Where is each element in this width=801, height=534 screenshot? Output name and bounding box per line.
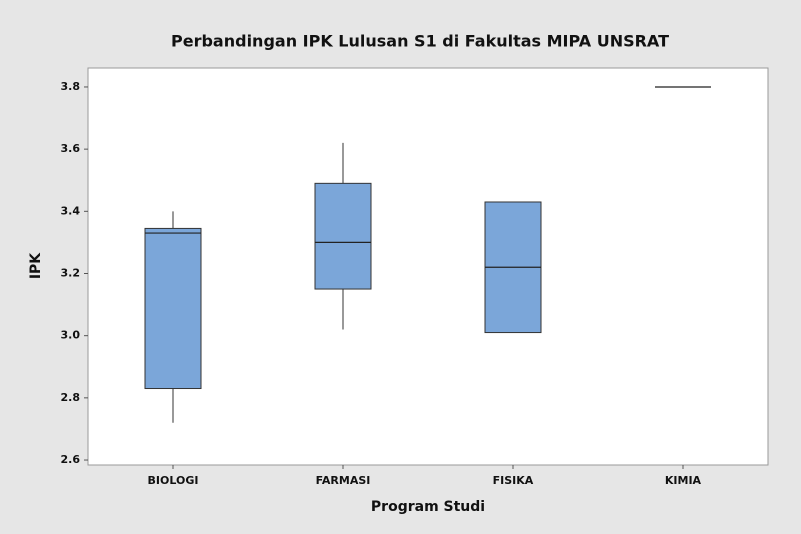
x-tick-label: FISIKA: [493, 474, 534, 487]
y-tick-label: 3.0: [61, 329, 81, 342]
y-axis-label: IPK: [28, 252, 44, 279]
box: [144, 227, 202, 390]
x-axis-label: Program Studi: [371, 499, 485, 515]
x-tick-label: FARMASI: [316, 474, 371, 487]
y-tick-label: 3.6: [61, 142, 81, 155]
y-tick-label: 2.8: [61, 391, 81, 404]
x-tick-label: BIOLOGI: [148, 474, 199, 487]
chart-title: Perbandingan IPK Lulusan S1 di Fakultas …: [171, 32, 669, 51]
box: [314, 182, 372, 290]
y-tick-label: 3.2: [61, 266, 81, 279]
y-tick-label: 3.8: [61, 80, 81, 93]
y-tick-label: 3.4: [61, 204, 81, 217]
y-tick-label: 2.6: [61, 453, 81, 466]
x-tick-label: KIMIA: [665, 474, 702, 487]
